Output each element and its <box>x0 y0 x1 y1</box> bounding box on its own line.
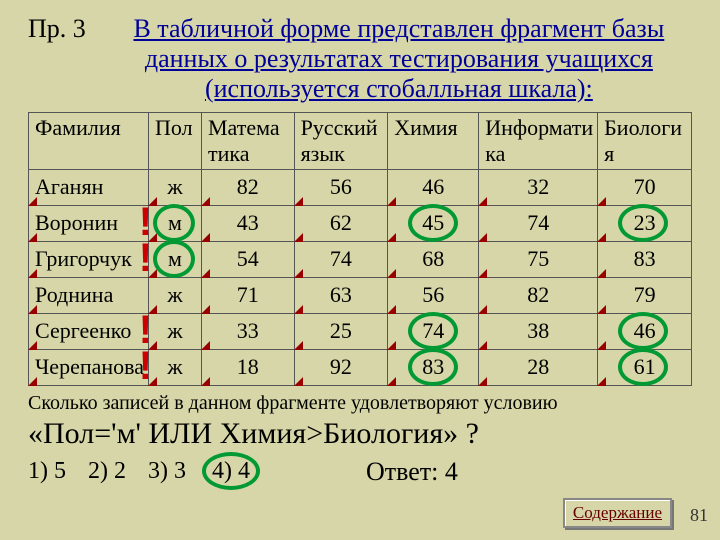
table-cell: ж <box>149 277 202 313</box>
highlight-oval <box>408 204 458 242</box>
data-table: ФамилияПолМатематикаРусский языкХимияИнф… <box>28 112 692 386</box>
table-cell: Роднина <box>29 277 149 313</box>
table-cell: ж <box>149 313 202 349</box>
column-header: Фамилия <box>29 112 149 169</box>
table-row: Аганянж8256463270 <box>29 169 692 205</box>
column-header: Информатика <box>479 112 598 169</box>
table-cell: 82 <box>479 277 598 313</box>
question-text: Сколько записей в данном фрагменте удовл… <box>28 392 692 415</box>
table-cell: 68 <box>388 241 479 277</box>
table-row: Черепанова!ж1892832861 <box>29 349 692 385</box>
column-header: Химия <box>388 112 479 169</box>
table-cell: Аганян <box>29 169 149 205</box>
table-cell: 18 <box>201 349 294 385</box>
table-cell: 79 <box>598 277 692 313</box>
table-cell: м <box>149 241 202 277</box>
table-cell: 25 <box>294 313 388 349</box>
table-cell: 74 <box>388 313 479 349</box>
table-cell: 82 <box>201 169 294 205</box>
table-cell: 75 <box>479 241 598 277</box>
table-cell: 28 <box>479 349 598 385</box>
table-cell: 46 <box>598 313 692 349</box>
answer-option-1: 1) 5 <box>28 458 66 485</box>
contents-button[interactable]: Содержание <box>563 498 672 528</box>
table-cell: 43 <box>201 205 294 241</box>
page-number: 81 <box>690 505 708 526</box>
highlight-oval <box>618 348 668 386</box>
answer-option-4: 4) 4 <box>208 458 254 485</box>
column-header: Русский язык <box>294 112 388 169</box>
table-cell: 45 <box>388 205 479 241</box>
answer-option-3: 3) 3 <box>148 458 186 485</box>
table-cell: 56 <box>388 277 479 313</box>
table-cell: 32 <box>479 169 598 205</box>
table-cell: Черепанова! <box>29 349 149 385</box>
answer-option-4-label: 4) 4 <box>212 458 250 484</box>
table-cell: Сергеенко! <box>29 313 149 349</box>
table-cell: 70 <box>598 169 692 205</box>
table-cell: 83 <box>598 241 692 277</box>
column-header: Математика <box>201 112 294 169</box>
table-cell: 74 <box>479 205 598 241</box>
table-row: Григорчук!м5474687583 <box>29 241 692 277</box>
table-cell: м <box>149 205 202 241</box>
table-cell: 83 <box>388 349 479 385</box>
highlight-oval <box>153 204 195 242</box>
table-cell: 33 <box>201 313 294 349</box>
table-cell: 23 <box>598 205 692 241</box>
answer-option-2: 2) 2 <box>88 458 126 485</box>
problem-number: Пр. 3 <box>28 14 86 44</box>
answer-result: Ответ: 4 <box>366 457 458 487</box>
slide-title: В табличной форме представлен фрагмент б… <box>106 14 692 104</box>
table-cell: 74 <box>294 241 388 277</box>
highlight-oval <box>408 348 458 386</box>
column-header: Биология <box>598 112 692 169</box>
highlight-oval <box>153 240 195 278</box>
table-cell: 71 <box>201 277 294 313</box>
table-row: Роднинаж7163568279 <box>29 277 692 313</box>
table-cell: ж <box>149 349 202 385</box>
table-row: Воронин!м4362457423 <box>29 205 692 241</box>
table-cell: 62 <box>294 205 388 241</box>
table-cell: ж <box>149 169 202 205</box>
table-cell: 46 <box>388 169 479 205</box>
table-cell: 92 <box>294 349 388 385</box>
column-header: Пол <box>149 112 202 169</box>
table-cell: 38 <box>479 313 598 349</box>
table-cell: 63 <box>294 277 388 313</box>
highlight-oval <box>408 312 458 350</box>
table-cell: 61 <box>598 349 692 385</box>
highlight-oval <box>618 312 668 350</box>
table-row: Сергеенко!ж3325743846 <box>29 313 692 349</box>
answers-row: 1) 5 2) 2 3) 3 4) 4 Ответ: 4 <box>28 457 692 487</box>
condition-text: «Пол='м' ИЛИ Химия>Биология» ? <box>28 417 692 451</box>
table-cell: 54 <box>201 241 294 277</box>
table-cell: Григорчук! <box>29 241 149 277</box>
table-cell: 56 <box>294 169 388 205</box>
highlight-oval <box>618 204 668 242</box>
table-cell: Воронин! <box>29 205 149 241</box>
